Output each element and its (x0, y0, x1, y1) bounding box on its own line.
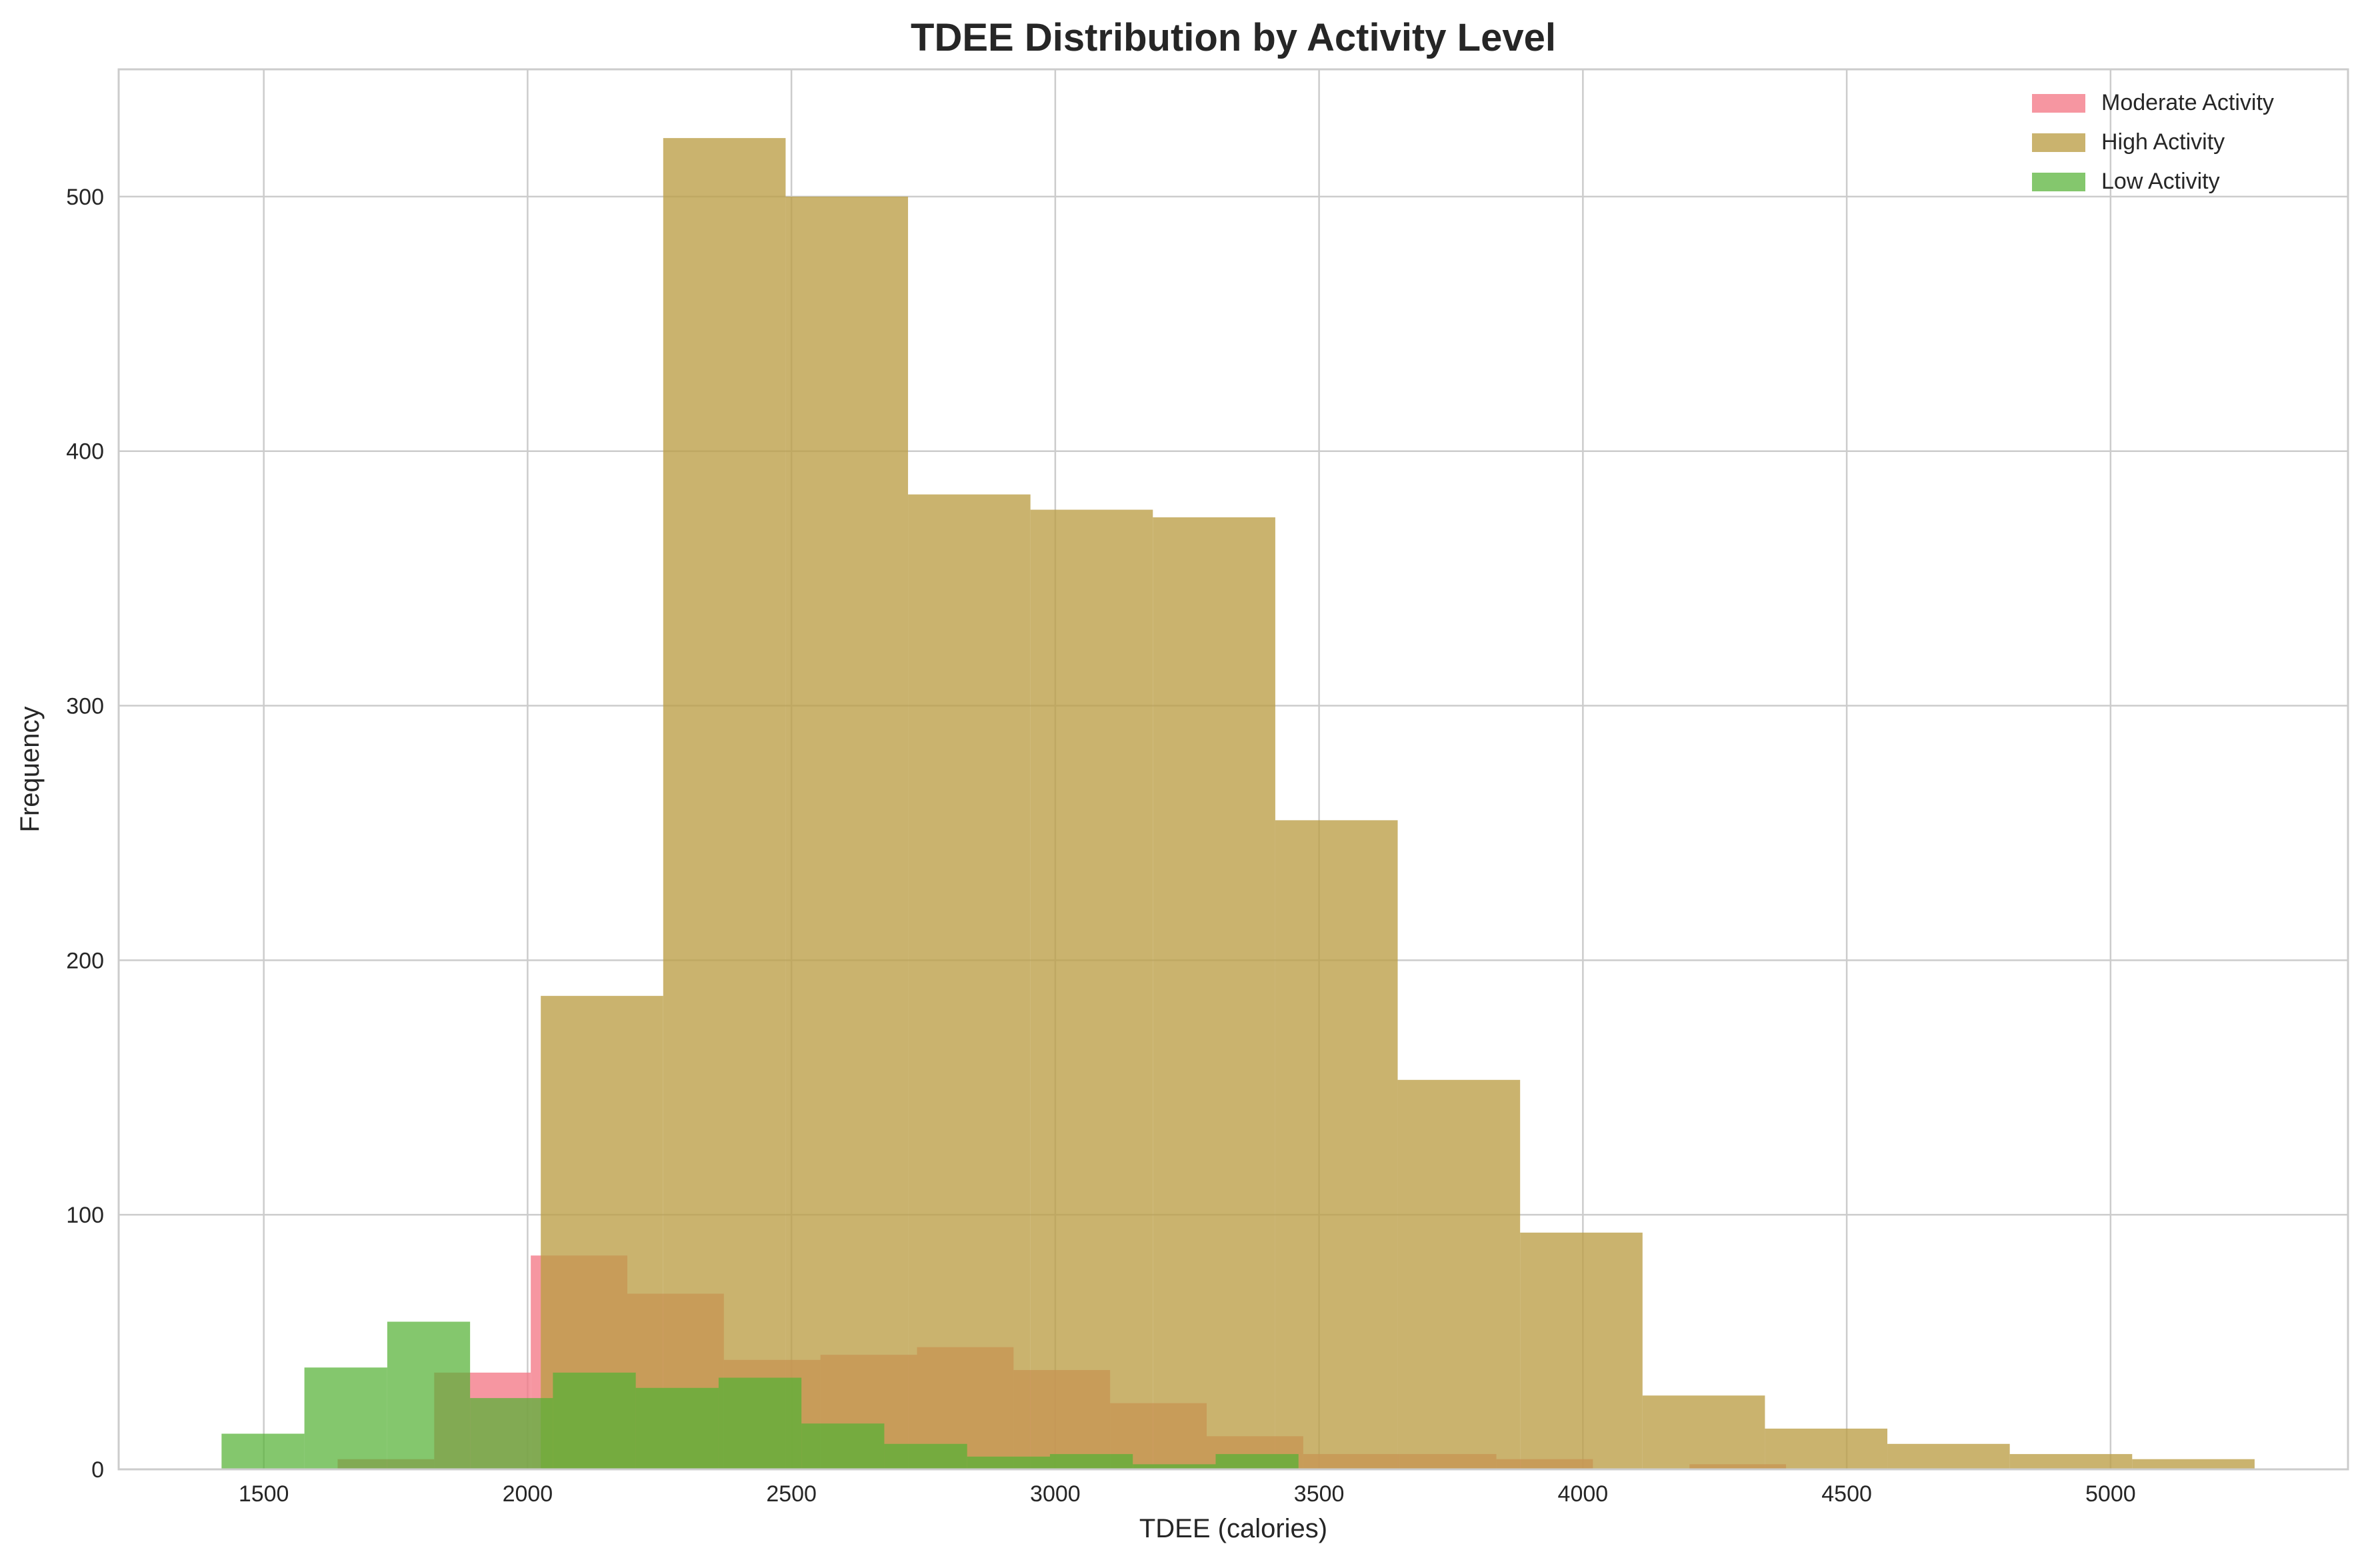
histogram-bar (1887, 1443, 2010, 1469)
histogram-bar (553, 1372, 636, 1469)
y-tick-labels: 0 100 200 300 400 500 (66, 185, 104, 1483)
histogram-bar (1275, 820, 1398, 1469)
y-axis-label: Frequency (15, 707, 45, 833)
x-tick-label: 2500 (766, 1481, 817, 1507)
x-tick-label: 4500 (1821, 1481, 1872, 1507)
legend: Moderate Activity High Activity Low Activi… (2032, 90, 2274, 194)
legend-swatch (2032, 94, 2085, 113)
y-tick-label: 500 (66, 185, 104, 210)
histogram-bar (718, 1377, 802, 1469)
histogram-bar (304, 1367, 387, 1469)
histogram-bar (1397, 1079, 1521, 1469)
chart-title: TDEE Distribution by Activity Level (911, 16, 1556, 59)
legend-label: High Activity (2101, 129, 2225, 155)
histogram-bar (663, 138, 786, 1469)
series-low-activity (221, 1321, 1299, 1469)
histogram-bar (2132, 1459, 2255, 1469)
histogram-bar (785, 196, 909, 1470)
histogram-bar (635, 1387, 719, 1469)
histogram-bar (1215, 1454, 1299, 1469)
x-tick-labels: 1500 2000 2500 3000 3500 4000 4500 5000 (239, 1481, 2136, 1507)
y-tick-label: 100 (66, 1203, 104, 1228)
histogram-bar (1049, 1454, 1133, 1469)
x-tick-label: 2000 (503, 1481, 553, 1507)
legend-label: Moderate Activity (2101, 90, 2274, 115)
legend-swatch (2032, 133, 2085, 152)
histogram-bar (1765, 1428, 1888, 1469)
histogram-bar (1520, 1232, 1643, 1469)
x-axis-label: TDEE (calories) (1139, 1514, 1327, 1543)
x-tick-label: 4000 (1558, 1481, 1609, 1507)
y-tick-label: 400 (66, 439, 104, 465)
x-tick-label: 1500 (239, 1481, 289, 1507)
histogram-bars (221, 138, 2255, 1470)
histogram-bar (470, 1398, 553, 1469)
legend-swatch (2032, 173, 2085, 191)
histogram-bar (967, 1456, 1050, 1469)
histogram-bar (908, 494, 1031, 1469)
plot-frame (117, 68, 2349, 1471)
histogram-bar (221, 1433, 305, 1469)
histogram-bar (2009, 1454, 2133, 1469)
histogram-bar (1153, 517, 1275, 1469)
histogram-bar (884, 1443, 967, 1469)
histogram-bar (1030, 509, 1153, 1470)
series-high-activity (541, 138, 2255, 1470)
histogram-bar (1133, 1464, 1216, 1469)
y-tick-label: 0 (91, 1457, 104, 1483)
x-tick-label: 5000 (2085, 1481, 2136, 1507)
y-tick-label: 200 (66, 948, 104, 973)
histogram-bar (1642, 1395, 1765, 1469)
x-tick-label: 3500 (1294, 1481, 1345, 1507)
legend-label: Low Activity (2101, 169, 2220, 194)
y-tick-label: 300 (66, 694, 104, 719)
histogram-bar (801, 1423, 885, 1469)
x-tick-label: 3000 (1030, 1481, 1081, 1507)
histogram-bar (387, 1321, 471, 1469)
